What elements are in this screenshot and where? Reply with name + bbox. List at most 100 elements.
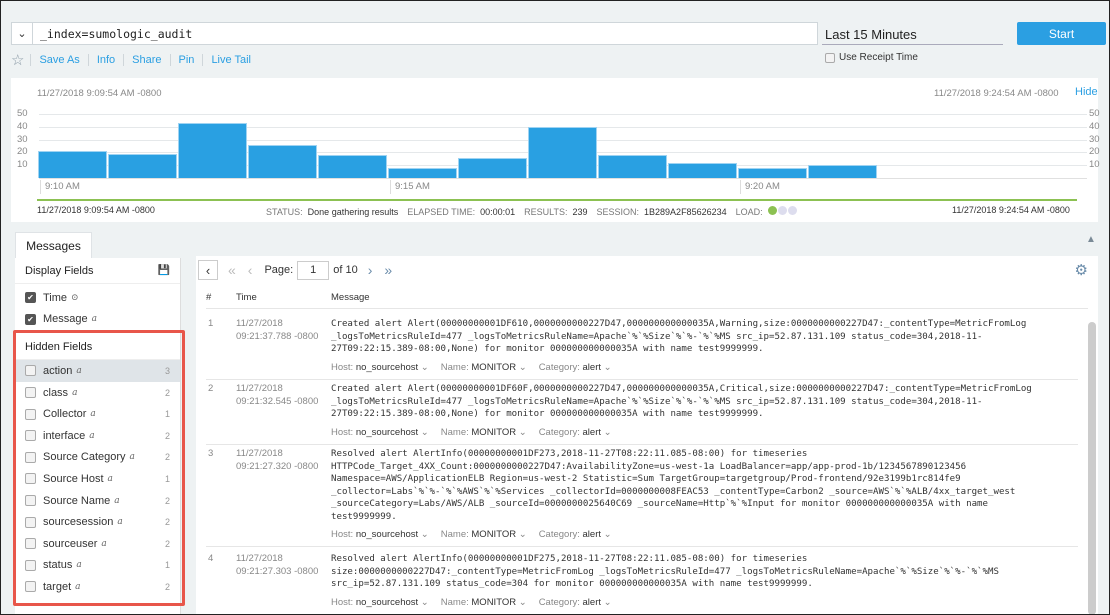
pin-link[interactable]: Pin [169, 54, 203, 66]
save-icon[interactable]: 💾 [157, 265, 170, 276]
checkbox[interactable] [25, 473, 36, 485]
start-button[interactable]: Start [1017, 22, 1106, 45]
checkbox-checked[interactable]: ✔ [25, 313, 36, 325]
meta-name[interactable]: Name: MONITOR ⌄ [441, 597, 527, 608]
meta-category[interactable]: Category: alert ⌄ [539, 427, 612, 438]
gear-icon[interactable]: ⚙ [1074, 262, 1088, 279]
meta-name[interactable]: Name: MONITOR ⌄ [441, 362, 527, 373]
hidden-field[interactable]: interface a 2 [15, 425, 180, 447]
checkbox[interactable] [25, 408, 36, 420]
chevron-down-icon[interactable]: ⌄ [516, 361, 527, 373]
hidden-field[interactable]: sourcesession a 2 [15, 511, 180, 533]
histogram-bar[interactable] [808, 165, 877, 178]
chevron-down-icon[interactable]: ⌄ [516, 596, 527, 608]
histogram-bar[interactable] [318, 154, 387, 178]
save-as-link[interactable]: Save As [30, 54, 87, 66]
meta-category[interactable]: Category: alert ⌄ [539, 529, 612, 540]
display-field[interactable]: ✔ Time ⊙ [15, 287, 180, 309]
query-text[interactable]: _index=sumologic_audit [40, 26, 193, 41]
page-input[interactable]: 1 [297, 260, 330, 280]
chevron-down-icon[interactable]: ⌄ [601, 426, 612, 438]
chevron-down-icon[interactable]: ⌄ [601, 596, 612, 608]
next-page-icon[interactable]: › [367, 262, 373, 278]
histogram-bar[interactable] [458, 157, 527, 178]
display-field[interactable]: ✔ Message a [15, 309, 180, 331]
checkbox[interactable] [25, 559, 36, 571]
checkbox[interactable] [25, 581, 36, 593]
chevron-down-icon[interactable]: ⌄ [12, 23, 33, 44]
field-name: target [43, 580, 72, 593]
checkbox-checked[interactable]: ✔ [25, 292, 36, 304]
hidden-field[interactable]: Source Name a 2 [15, 490, 180, 512]
table-row[interactable]: 4 11/27/2018 09:21:27.303 -0800 Resolved al… [206, 549, 1078, 615]
meta-host[interactable]: Host: no_sourcehost ⌄ [331, 529, 429, 540]
search-query-input[interactable]: ⌄ _index=sumologic_audit [11, 22, 818, 45]
hide-histogram-link[interactable]: Hide [1075, 86, 1098, 98]
hidden-field[interactable]: Collector a 1 [15, 403, 180, 425]
chevron-down-icon[interactable]: ⌄ [418, 426, 429, 438]
live-tail-link[interactable]: Live Tail [202, 54, 259, 66]
meta-host[interactable]: Host: no_sourcehost ⌄ [331, 427, 429, 438]
col-time[interactable]: Time [236, 292, 257, 303]
scrollbar[interactable] [1088, 322, 1096, 615]
chevron-down-icon[interactable]: ⌄ [516, 529, 527, 540]
hidden-field[interactable]: status a 1 [15, 555, 180, 577]
chevron-down-icon[interactable]: ⌄ [516, 426, 527, 438]
collapse-sidebar-button[interactable]: ‹ [198, 260, 218, 280]
histogram-bar[interactable] [248, 144, 317, 178]
chevron-down-icon[interactable]: ⌄ [601, 529, 612, 540]
meta-host[interactable]: Host: no_sourcehost ⌄ [331, 597, 429, 608]
chevron-down-icon[interactable]: ⌄ [418, 529, 429, 540]
chevron-down-icon[interactable]: ⌄ [601, 361, 612, 373]
hidden-field[interactable]: sourceuser a 2 [15, 533, 180, 555]
hidden-field[interactable]: Source Host a 1 [15, 468, 180, 490]
checkbox[interactable] [25, 430, 36, 442]
histogram-bar[interactable] [178, 122, 247, 178]
table-row[interactable]: 2 11/27/2018 09:21:32.545 -0800 Created ale… [206, 379, 1078, 445]
histogram-bar[interactable] [38, 151, 107, 178]
chevron-down-icon[interactable]: ⌄ [418, 361, 429, 373]
last-page-icon[interactable]: » [384, 262, 393, 278]
use-receipt-time-checkbox[interactable]: Use Receipt Time [825, 52, 918, 63]
table-row[interactable]: 1 11/27/2018 09:21:37.788 -0800 Created ale… [206, 314, 1078, 380]
meta-category[interactable]: Category: alert ⌄ [539, 362, 612, 373]
col-message[interactable]: Message [331, 292, 370, 303]
tab-messages[interactable]: Messages [15, 232, 92, 258]
hidden-field[interactable]: target a 2 [15, 576, 180, 598]
row-time: 11/27/2018 09:21:27.320 -0800 [236, 448, 318, 473]
meta-host[interactable]: Host: no_sourcehost ⌄ [331, 362, 429, 373]
meta-category[interactable]: Category: alert ⌄ [539, 597, 612, 608]
histogram-bar[interactable] [108, 153, 177, 178]
chevron-down-icon[interactable]: ⌄ [418, 596, 429, 608]
table-row[interactable]: 3 11/27/2018 09:21:27.320 -0800 Resolved al… [206, 444, 1078, 547]
hidden-field[interactable]: Source Category a 2 [15, 447, 180, 469]
hidden-field[interactable]: class a 2 [15, 382, 180, 404]
time-range-input[interactable]: Last 15 Minutes [822, 22, 1003, 45]
meta-name[interactable]: Name: MONITOR ⌄ [441, 529, 527, 540]
checkbox[interactable] [825, 52, 835, 63]
checkbox[interactable] [25, 495, 36, 507]
prev-page-icon[interactable]: ‹ [247, 262, 253, 278]
checkbox[interactable] [25, 538, 36, 550]
y-tick-left: 30 [17, 133, 28, 145]
checkbox[interactable] [25, 451, 36, 463]
display-fields-list: ✔ Time ⊙ ✔ Message a [15, 284, 180, 330]
histogram-bar[interactable] [528, 126, 597, 178]
histogram-bar[interactable] [388, 167, 457, 178]
checkbox[interactable] [25, 516, 36, 528]
info-link[interactable]: Info [87, 54, 123, 66]
meta-name[interactable]: Name: MONITOR ⌄ [441, 427, 527, 438]
field-name: sourcesession [43, 516, 114, 529]
checkbox[interactable] [25, 365, 36, 377]
histogram-bar[interactable] [668, 162, 737, 178]
hidden-field[interactable]: action a 3 [15, 360, 180, 382]
first-page-icon[interactable]: « [228, 262, 236, 278]
col-number[interactable]: # [206, 292, 212, 303]
histogram-panel: 11/27/2018 9:09:54 AM -0800 11/27/2018 9… [11, 78, 1100, 222]
checkbox[interactable] [25, 387, 36, 399]
histogram-bar[interactable] [598, 154, 667, 178]
star-icon[interactable]: ☆ [11, 52, 25, 69]
histogram-bar[interactable] [738, 167, 807, 178]
share-link[interactable]: Share [123, 54, 169, 66]
collapse-up-icon[interactable]: ▲ [1086, 234, 1096, 245]
